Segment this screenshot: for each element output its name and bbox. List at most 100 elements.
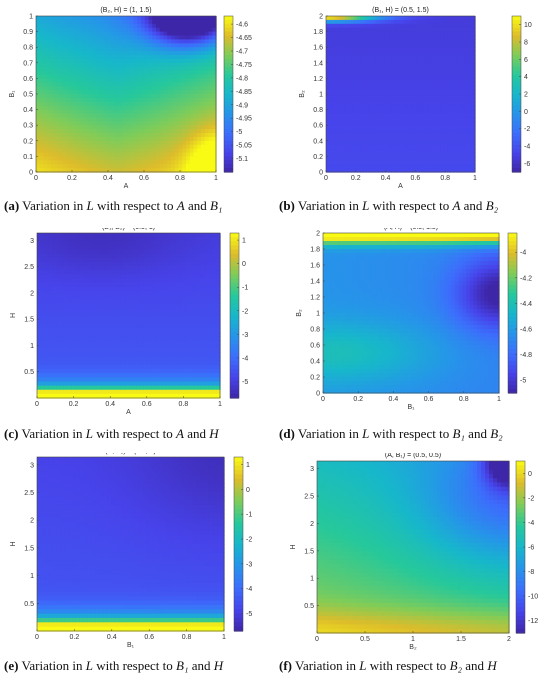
heatmap-cell (118, 129, 123, 134)
heatmap-cell (52, 290, 57, 296)
heatmap-cell (182, 156, 187, 161)
heatmap-cell (204, 70, 210, 76)
heatmap-cell (40, 385, 46, 391)
heatmap-cell (332, 55, 336, 60)
heatmap-cell (111, 74, 116, 79)
heatmap-cell (332, 129, 336, 134)
heatmap-cell (39, 160, 45, 165)
heatmap-cell (62, 58, 67, 64)
heatmap-cell (75, 348, 80, 354)
heatmap-cell (353, 152, 358, 157)
heatmap-cell (182, 117, 187, 122)
heatmap-cell (156, 136, 161, 142)
heatmap-cell (208, 23, 213, 29)
heatmap-cell (409, 74, 414, 79)
heatmap-cell (71, 266, 76, 271)
heatmap-cell (67, 257, 72, 263)
heatmap-cell (120, 241, 126, 246)
heatmap-cell (144, 19, 150, 25)
heatmap-cell (144, 82, 150, 87)
heatmap-cell (394, 121, 398, 126)
heatmap-cell (43, 97, 48, 103)
heatmap-cell (107, 39, 112, 44)
heatmap-cell (375, 47, 380, 52)
heatmap-cell (59, 327, 65, 333)
heatmap-cell (54, 129, 60, 134)
heatmap-cell (78, 294, 84, 300)
heatmap-cell (419, 152, 423, 157)
heatmap-cell (40, 348, 46, 354)
heatmap-cell (341, 113, 346, 118)
heatmap-cell (133, 90, 138, 95)
heatmap-cell (453, 23, 457, 29)
heatmap-cell (67, 249, 72, 255)
heatmap-cell (107, 140, 112, 146)
heatmap-cell (71, 377, 76, 383)
heatmap-cell (129, 136, 135, 142)
heatmap-cell (36, 82, 41, 87)
heatmap-cell (71, 389, 76, 395)
heatmap-cell (107, 168, 112, 173)
heatmap-cell (159, 86, 165, 91)
heatmap-cell (443, 51, 448, 56)
heatmap-cell (36, 97, 41, 103)
heatmap-cell (366, 86, 371, 91)
heatmap-cell (88, 105, 93, 111)
heatmap-cell (98, 336, 103, 341)
heatmap-cell (369, 31, 374, 37)
heatmap-cell (82, 336, 88, 341)
heatmap-cell (193, 156, 198, 161)
heatmap-cell (81, 160, 86, 165)
heatmap-cell (400, 144, 405, 150)
heatmap-cell (81, 101, 86, 107)
heatmap-cell (117, 237, 122, 242)
heatmap-cell (40, 340, 46, 345)
heatmap-cell (63, 303, 69, 308)
y-tick-label: 0.2 (313, 154, 323, 161)
heatmap-cell (338, 168, 343, 173)
heatmap-cell (372, 82, 377, 87)
heatmap-cell (335, 156, 340, 161)
heatmap-cell (96, 23, 101, 29)
heatmap-cell (388, 70, 392, 76)
heatmap-cell (201, 168, 206, 173)
heatmap-cell (437, 125, 442, 130)
heatmap-cell (465, 86, 470, 91)
y-tick-label: 0.6 (313, 123, 323, 130)
heatmap-cell (456, 101, 461, 107)
heatmap-cell (437, 16, 442, 21)
heatmap-cell (105, 290, 111, 296)
heatmap-cell (369, 113, 374, 118)
heatmap-cell (120, 311, 126, 317)
heatmap-cell (182, 82, 187, 87)
heatmap-cell (434, 47, 439, 52)
heatmap-cell (182, 39, 187, 44)
heatmap-cell (94, 352, 99, 358)
heatmap-cell (341, 16, 346, 21)
heatmap-cell (197, 43, 202, 48)
heatmap-cell (105, 336, 111, 341)
heatmap-cell (96, 144, 101, 150)
x-axis-label: A (398, 183, 403, 190)
heatmap-cell (126, 125, 131, 130)
heatmap-cell (412, 97, 417, 103)
heatmap-cell (375, 86, 380, 91)
heatmap-cell (159, 16, 165, 21)
heatmap-cell (82, 352, 88, 358)
heatmap-cell (431, 70, 436, 76)
heatmap-cell (440, 70, 445, 76)
heatmap-cell (103, 148, 108, 154)
heatmap-cell (338, 133, 343, 138)
heatmap-cell (428, 23, 433, 29)
heatmap-cell (375, 70, 380, 76)
heatmap-cell (332, 27, 336, 33)
heatmap-cell (425, 86, 430, 91)
heatmap-cell (86, 257, 91, 263)
heatmap-cell (403, 125, 408, 130)
heatmap-cell (208, 58, 213, 64)
heatmap-cell (447, 66, 451, 72)
heatmap-cell (447, 105, 451, 111)
heatmap-cell (353, 82, 358, 87)
heatmap-cell (375, 140, 380, 146)
heatmap-cell (344, 74, 349, 79)
